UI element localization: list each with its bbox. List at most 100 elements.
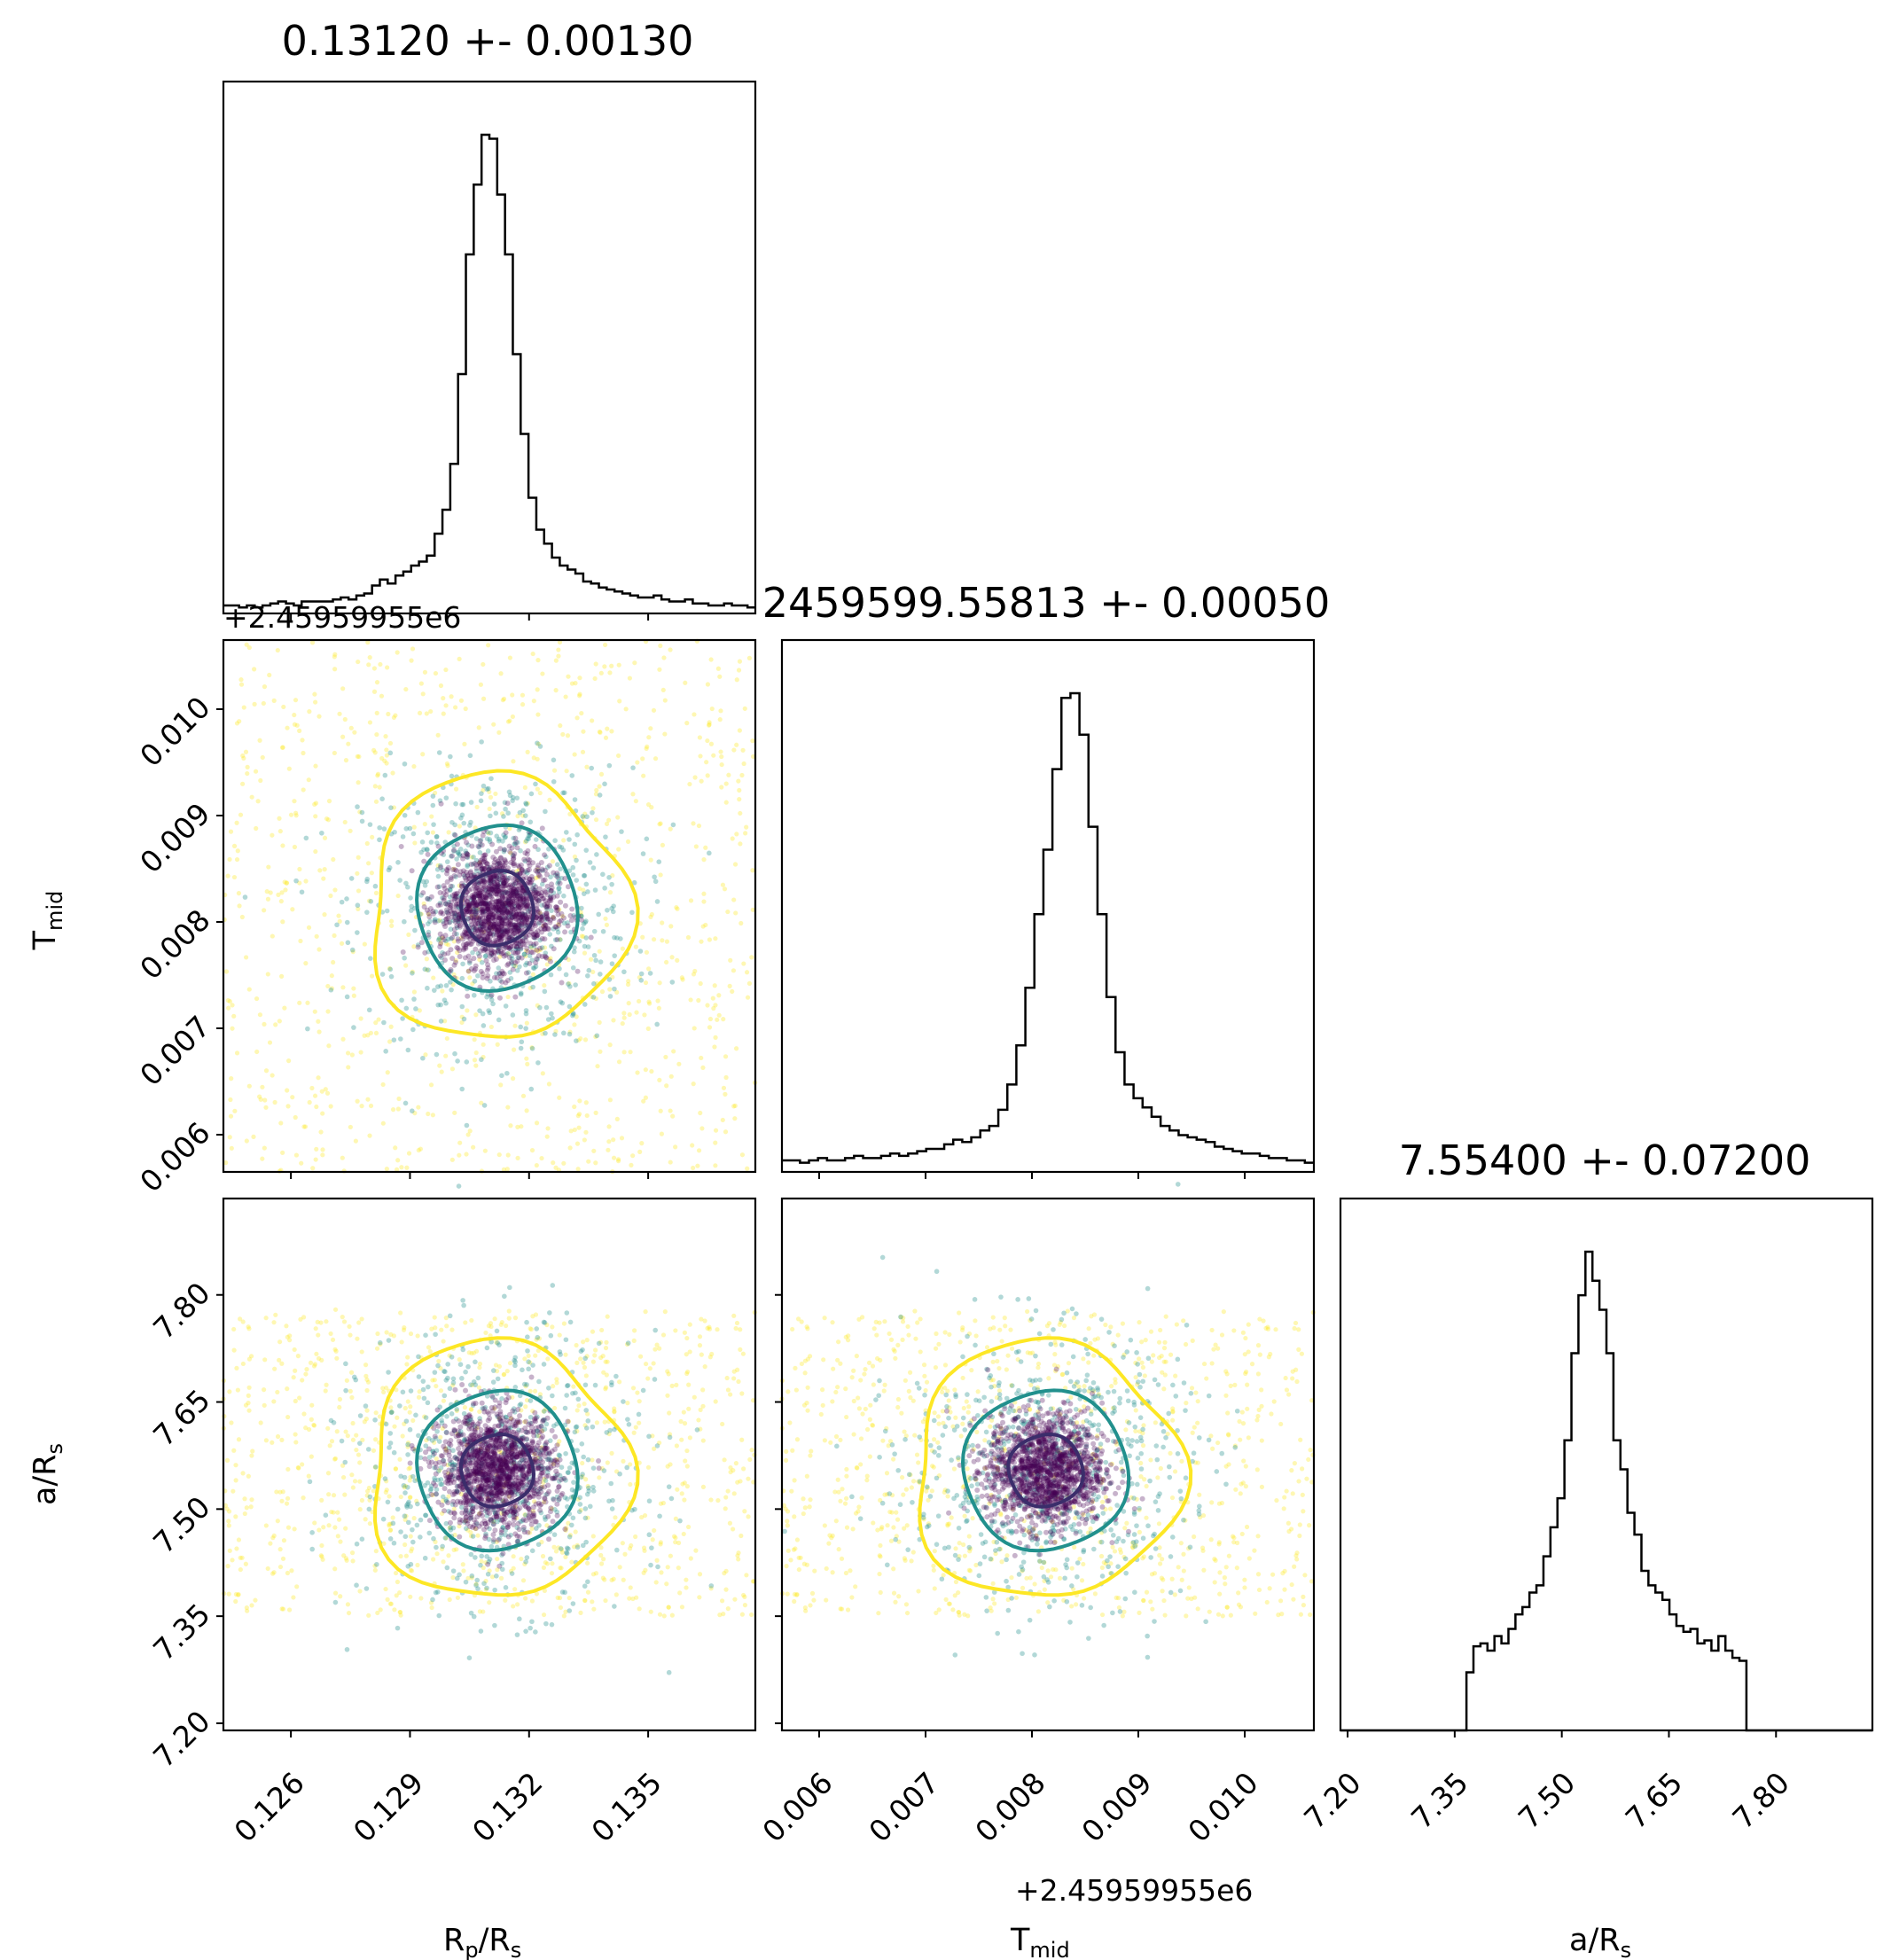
sample-point — [465, 993, 471, 999]
sample-point — [580, 1347, 585, 1353]
sample-point — [292, 844, 298, 850]
sample-point — [455, 938, 461, 944]
sample-point — [504, 1323, 509, 1329]
sample-point — [457, 1572, 462, 1578]
sample-point — [459, 812, 465, 818]
sample-point — [262, 1402, 267, 1408]
sample-point — [637, 1606, 642, 1612]
sample-point — [598, 1561, 605, 1566]
sample-point — [464, 898, 470, 904]
sample-point — [684, 1352, 689, 1357]
sample-point — [534, 1326, 540, 1331]
sample-point — [648, 726, 653, 731]
sample-point — [479, 1100, 484, 1105]
sample-point — [543, 1030, 548, 1036]
sample-point — [475, 1375, 481, 1381]
sample-point — [543, 889, 549, 895]
sample-point — [448, 968, 454, 974]
sample-point — [742, 1603, 748, 1608]
sample-point — [257, 738, 262, 743]
sample-point — [524, 960, 530, 966]
sample-point — [533, 889, 539, 895]
sample-point — [513, 945, 520, 951]
sample-point — [680, 977, 685, 982]
sample-point — [439, 894, 445, 901]
sample-point — [459, 1382, 465, 1388]
sample-point — [602, 1419, 607, 1425]
sample-point — [320, 1152, 325, 1158]
sample-point — [606, 1147, 611, 1152]
sample-point — [350, 1437, 356, 1442]
sample-point — [384, 747, 389, 753]
sample-point — [556, 885, 562, 891]
sample-point — [655, 998, 660, 1003]
sample-point — [481, 787, 486, 793]
sample-point — [332, 887, 338, 893]
sample-point — [557, 1332, 562, 1338]
sample-point — [684, 1448, 690, 1454]
sample-point — [516, 925, 521, 932]
sample-point — [546, 898, 552, 904]
sample-point — [552, 838, 558, 844]
sample-point — [393, 713, 398, 718]
sample-point — [466, 960, 473, 966]
sample-point — [293, 878, 299, 884]
sample-point — [441, 1398, 446, 1403]
sample-point — [504, 800, 511, 807]
sample-point — [279, 1606, 285, 1612]
sample-point — [477, 1418, 483, 1425]
sample-point — [515, 814, 520, 819]
sample-point — [381, 826, 387, 832]
sample-point — [279, 745, 285, 750]
sample-point — [507, 793, 513, 799]
sample-point — [501, 814, 506, 819]
sample-point — [699, 1126, 705, 1131]
sample-point — [260, 754, 265, 761]
sample-point — [284, 1324, 289, 1329]
sample-point — [525, 867, 531, 873]
sample-point — [465, 916, 471, 922]
sample-point — [617, 1379, 622, 1385]
sample-point — [440, 918, 446, 925]
sample-point — [565, 923, 571, 929]
sample-point — [420, 691, 426, 697]
sample-point — [532, 935, 538, 941]
sample-point — [398, 1310, 403, 1316]
sample-point — [539, 1155, 544, 1161]
sample-point — [445, 763, 450, 769]
sample-point — [237, 903, 242, 909]
sample-point — [516, 827, 522, 833]
sample-point — [387, 1494, 392, 1499]
sample-point — [311, 1423, 317, 1428]
sample-point — [262, 1097, 268, 1103]
sample-point — [579, 913, 584, 919]
sample-point — [657, 980, 662, 986]
sample-point — [483, 887, 489, 894]
sample-point — [515, 941, 521, 947]
sample-point — [246, 1385, 252, 1390]
sample-point — [381, 1019, 387, 1026]
sample-point — [332, 654, 337, 660]
sample-point — [644, 949, 650, 955]
sample-point — [681, 1409, 686, 1415]
sample-point — [372, 750, 378, 755]
sample-point — [609, 961, 615, 966]
sample-point — [357, 1460, 363, 1465]
sample-point — [312, 801, 317, 807]
sample-point — [507, 826, 512, 832]
sample-point — [524, 851, 530, 857]
sample-point — [411, 1516, 417, 1521]
sample-point — [225, 997, 231, 1003]
sample-point — [746, 980, 753, 987]
sample-point — [717, 674, 723, 679]
sample-point — [465, 968, 472, 973]
sample-point — [468, 873, 474, 879]
sample-point — [519, 820, 525, 826]
sample-point — [616, 847, 621, 852]
sample-point — [416, 1374, 422, 1379]
sample-point — [563, 1337, 569, 1343]
sample-point — [731, 1376, 737, 1381]
sample-point — [238, 677, 244, 683]
sample-point — [657, 822, 662, 827]
sample-point — [449, 1354, 455, 1360]
